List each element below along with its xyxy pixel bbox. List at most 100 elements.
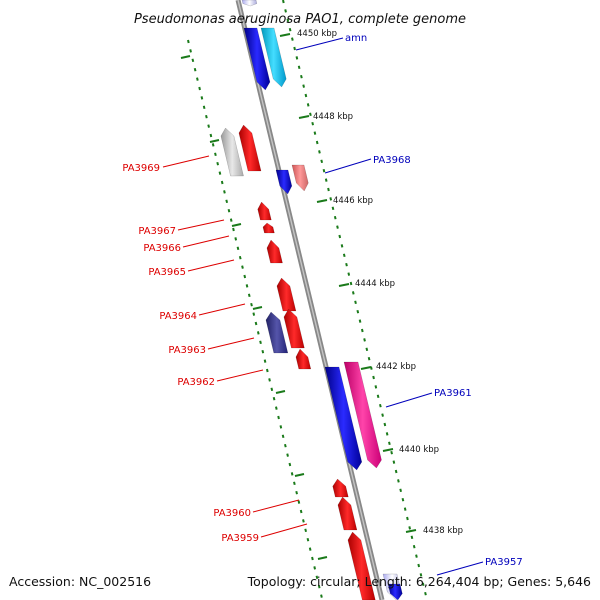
right-tick (320, 159, 324, 164)
leader-pa3960 (252, 499, 300, 513)
gene-arrow-pa3959[interactable] (347, 531, 376, 600)
leader-pa3957 (436, 561, 484, 576)
gene-label-pa3966[interactable]: PA3966 (143, 243, 181, 254)
gene-label-pa3959[interactable]: PA3959 (221, 533, 259, 544)
right-tick (421, 582, 425, 587)
right-tick (412, 544, 416, 549)
kbp-label-4442: 4442 kbp (376, 362, 416, 372)
gene-label-pa3968[interactable]: PA3968 (373, 155, 411, 166)
gene-track (220, 0, 403, 600)
right-tick (356, 309, 360, 314)
gene-arrow-pa3962[interactable] (295, 348, 312, 370)
map-title: Pseudomonas aeruginosa PAO1, complete ge… (134, 12, 466, 27)
left-tick (207, 124, 210, 128)
left-tick (299, 509, 303, 514)
major-tick (405, 529, 417, 533)
leader-amn (295, 37, 344, 51)
right-tick (424, 591, 427, 596)
left-tick (205, 114, 208, 119)
right-tick (347, 272, 351, 276)
gene-label-pa3957[interactable]: PA3957 (485, 557, 523, 568)
right-tick (311, 121, 315, 126)
left-tick (214, 152, 217, 157)
left-tick (261, 349, 265, 354)
gene-arrow-pa3960-a[interactable] (332, 478, 349, 498)
gene-label-pa3964[interactable]: PA3964 (159, 311, 197, 322)
gene-arrow-pa3966[interactable] (262, 222, 275, 234)
left-tick (198, 86, 201, 91)
gene-arrow-top-pale[interactable] (241, 0, 258, 7)
gene-label-pa3967[interactable]: PA3967 (138, 226, 176, 237)
gene-label-amn[interactable]: amn (345, 33, 367, 44)
right-tick (410, 535, 414, 540)
right-tick (313, 131, 317, 135)
right-tick (365, 347, 369, 352)
left-tick (229, 218, 233, 222)
right-tick (336, 225, 339, 229)
left-tick (263, 359, 267, 363)
gene-arrow-amn-blue[interactable] (243, 27, 271, 91)
major-tick (275, 390, 286, 394)
left-tick (286, 453, 289, 457)
left-tick (317, 584, 321, 589)
left-tick (187, 39, 190, 44)
left-tick (252, 312, 256, 316)
gene-label-pa3962[interactable]: PA3962 (177, 377, 215, 388)
left-tick (308, 547, 312, 551)
right-tick (342, 253, 346, 258)
right-tick (297, 65, 301, 70)
kbp-label-4448: 4448 kbp (313, 112, 353, 122)
kbp-label-4438: 4438 kbp (423, 526, 463, 536)
right-tick (381, 413, 384, 417)
gene-label-pa3960[interactable]: PA3960 (213, 508, 251, 519)
major-tick (252, 306, 263, 310)
left-tick (272, 396, 276, 401)
right-tick (284, 9, 287, 13)
left-tick (311, 556, 314, 561)
gene-arrow-amn-cyan[interactable] (260, 27, 287, 88)
kbp-label-4450: 4450 kbp (297, 29, 337, 39)
right-tick (322, 168, 326, 173)
left-tick (290, 472, 294, 476)
gene-arrow-pa3969-red[interactable] (238, 124, 262, 172)
gene-arrow-pa3963-navy[interactable] (265, 311, 289, 354)
left-tick (218, 171, 222, 175)
gene-arrow-pa3967[interactable] (257, 201, 272, 221)
leader-pa3967 (177, 219, 225, 231)
left-tick (209, 133, 213, 138)
leader-pa3959 (260, 523, 308, 538)
gene-arrow-bottom-blue[interactable] (387, 583, 403, 600)
right-tick (329, 197, 333, 201)
gene-arrow-pa3969-gray[interactable] (220, 127, 244, 177)
gene-label-pa3963[interactable]: PA3963 (168, 345, 206, 356)
genome-backbone-highlight (237, 0, 383, 600)
kbp-label-4446: 4446 kbp (333, 196, 373, 206)
gene-label-pa3965[interactable]: PA3965 (148, 267, 186, 278)
left-tick (315, 575, 319, 580)
major-tick (382, 448, 394, 452)
left-tick (232, 227, 235, 232)
gene-arrow-pa3961-blue[interactable] (324, 366, 363, 471)
gene-label-pa3969[interactable]: PA3969 (122, 163, 160, 174)
leader-pa3966 (182, 235, 230, 248)
right-tick (333, 215, 337, 220)
right-tick (309, 112, 312, 117)
gene-arrow-pa3965[interactable] (266, 239, 283, 264)
left-tick (313, 566, 317, 570)
gene-label-pa3961[interactable]: PA3961 (434, 388, 472, 399)
left-tick (189, 49, 192, 53)
leader-pa3963 (207, 337, 255, 350)
gene-arrow-pa3968-salmon[interactable] (291, 164, 309, 192)
right-tick (331, 206, 335, 211)
gene-arrow-pa3960-b[interactable] (337, 496, 358, 531)
gene-arrow-pa3964[interactable] (276, 277, 297, 312)
right-tick (315, 140, 319, 145)
left-tick (193, 67, 197, 72)
right-tick (288, 27, 292, 32)
leader-pa3969 (162, 155, 210, 168)
gene-arrow-pa3961-pink[interactable] (343, 361, 382, 469)
gene-arrow-pa3963-red[interactable] (283, 308, 305, 349)
left-tick (223, 190, 226, 194)
gene-arrow-pa3968-blue[interactable] (275, 169, 293, 195)
right-tick (417, 563, 421, 568)
